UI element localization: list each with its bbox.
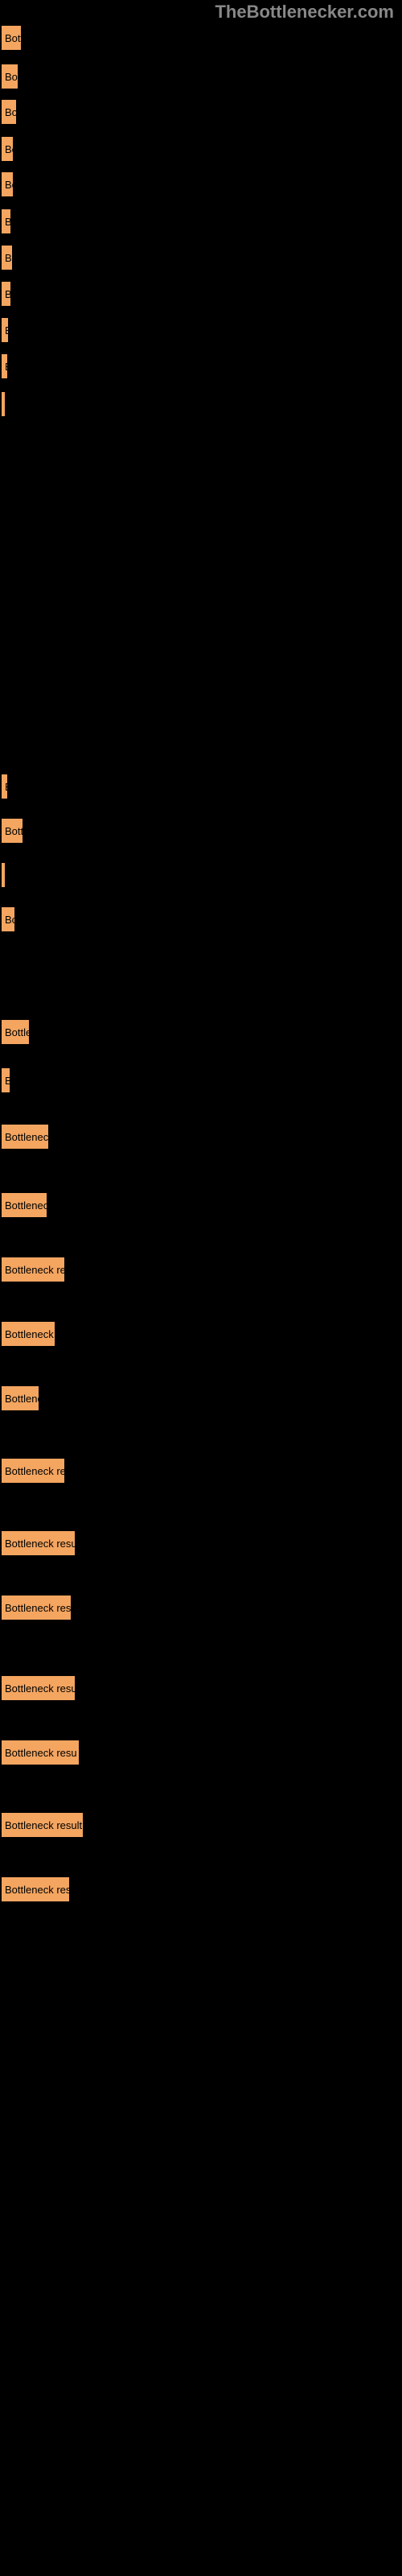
bar-label: Bo (5, 914, 16, 926)
bar-row: Bottleneck resu (0, 1530, 76, 1557)
bar-label: Bott (5, 825, 23, 837)
bar: B (0, 353, 9, 380)
bar-label: Bottleneck res (5, 1602, 71, 1614)
bar-row: Bo (0, 244, 14, 271)
bar: Bott (0, 24, 23, 52)
bar-label: Bottleneck re (5, 1264, 66, 1276)
bar: Bottleneck (0, 1191, 48, 1219)
bar-row: B (0, 1067, 11, 1094)
bar-label: Bott (5, 32, 23, 44)
bar: Bottle (0, 1018, 31, 1046)
bar-label: Bottleneck res (5, 1884, 71, 1896)
bar: Bo (0, 63, 19, 90)
bar-label: Bottleneck r (5, 1328, 56, 1340)
bar-row: Bottleneck resu (0, 1739, 80, 1766)
bar-label: Bottleneck result (5, 1819, 82, 1831)
bar-row: Bo (0, 171, 14, 198)
bar-row: Bottleneck r (0, 1320, 56, 1348)
bar-row: Bottlene (0, 1385, 40, 1412)
bar-row: Bo (0, 98, 18, 126)
bar-label: Bo (5, 252, 14, 264)
bar-label: Bo (5, 71, 18, 83)
bar: B (0, 208, 12, 235)
bar: Bottleneck resu (0, 1530, 76, 1557)
bar: Bottleneck re (0, 1256, 66, 1283)
bar-row: B (0, 208, 12, 235)
bar-label: Bottleneck resu (5, 1682, 76, 1695)
bar: Bottleneck (0, 1123, 50, 1150)
bar-chart: Bott Bo Bo Bo Bo B Bo Bo B B B Bott Bo Bottle B Bottlen… (0, 0, 402, 2547)
bar: Bo (0, 135, 14, 163)
bar: Bo (0, 171, 14, 198)
bar-row: B (0, 353, 9, 380)
bar-row: B (0, 773, 9, 800)
bar-label: Bo (5, 106, 18, 118)
bar-label: Bottle (5, 1026, 31, 1038)
bar: Bottleneck resu (0, 1674, 76, 1702)
bar-label: B (5, 361, 9, 373)
bar-label: Bottleneck re (5, 1465, 66, 1477)
bar-row: Bottleneck (0, 1123, 50, 1150)
bar-row: Bott (0, 817, 24, 844)
bar: Bottleneck re (0, 1457, 66, 1484)
bar-row: Bo (0, 906, 16, 933)
bar-row: Bottleneck result (0, 1811, 84, 1839)
bar: B (0, 773, 9, 800)
bar-row: Bottleneck res (0, 1594, 72, 1621)
bar-label: B (5, 1075, 11, 1087)
bar-label: Bottleneck (5, 1131, 50, 1143)
bar-row: Bottleneck re (0, 1457, 66, 1484)
bar: Bott (0, 817, 24, 844)
bar: Bo (0, 906, 16, 933)
bar-label: Bottleneck (5, 1199, 48, 1212)
bar-row: Bo (0, 135, 14, 163)
bar-row: Bottleneck re (0, 1256, 66, 1283)
bar: Bottlene (0, 1385, 40, 1412)
bar: Bo (0, 98, 18, 126)
bar-label: Bo (5, 288, 12, 300)
bar (0, 390, 6, 418)
bar: B (0, 1067, 11, 1094)
bar-label: Bo (5, 179, 14, 191)
bar-row: Bottleneck (0, 1191, 48, 1219)
bar-row: Bott (0, 24, 23, 52)
bar-row: Bo (0, 280, 12, 308)
bar-row (0, 390, 6, 418)
bar-row (0, 861, 6, 889)
bar-label: Bo (5, 143, 14, 155)
bar-row: B (0, 316, 10, 344)
bar-label: B (5, 781, 9, 793)
bar: Bottleneck result (0, 1811, 84, 1839)
bar-row: Bottle (0, 1018, 31, 1046)
bar: B (0, 316, 10, 344)
bar-label: Bottlene (5, 1393, 40, 1405)
bar (0, 861, 6, 889)
bar-label: B (5, 324, 10, 336)
bar-label: B (5, 216, 12, 228)
bar: Bottleneck resu (0, 1739, 80, 1766)
bar: Bo (0, 280, 12, 308)
bar-label: Bottleneck resu (5, 1747, 77, 1759)
bar-row: Bottleneck resu (0, 1674, 76, 1702)
bar: Bottleneck res (0, 1594, 72, 1621)
bar-row: Bo (0, 63, 19, 90)
bar: Bottleneck res (0, 1876, 71, 1903)
bar: Bo (0, 244, 14, 271)
bar-row: Bottleneck res (0, 1876, 71, 1903)
bar: Bottleneck r (0, 1320, 56, 1348)
bar-label: Bottleneck resu (5, 1538, 76, 1550)
